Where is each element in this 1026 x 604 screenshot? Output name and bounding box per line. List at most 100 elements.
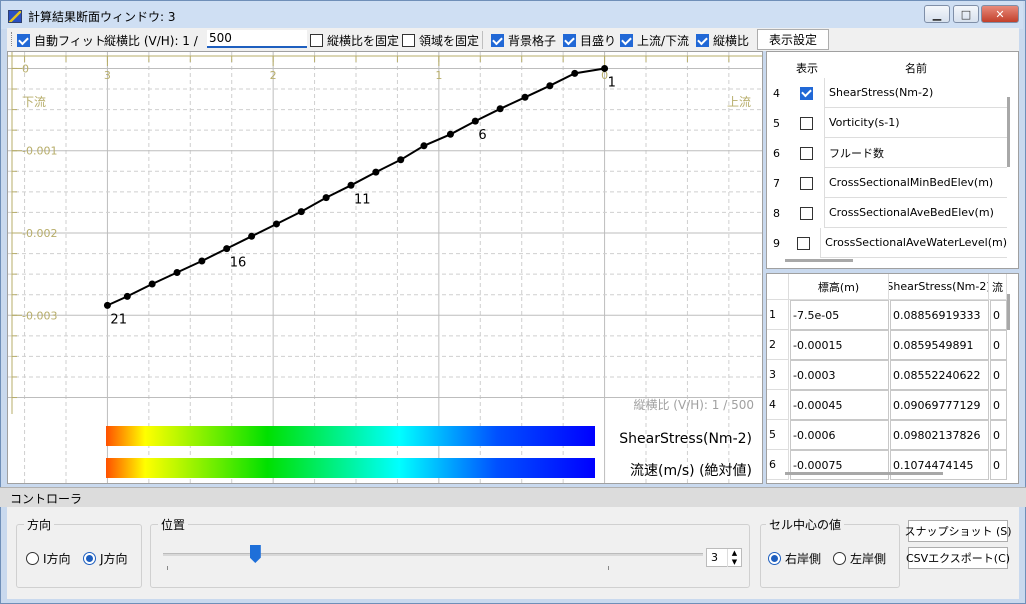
checkbox-icon[interactable] xyxy=(800,146,813,160)
elevation-point[interactable] xyxy=(601,64,609,72)
elevation-point[interactable] xyxy=(223,245,231,253)
cross-section-plot[interactable]: 3 2 1 0 0 -0.001 -0.002 -0.003 下流 上流 縦横比 (V/H):… xyxy=(7,51,763,484)
auto-fit-checkbox[interactable]: 自動フィット xyxy=(17,32,106,49)
bg-grid-checkbox[interactable]: 背景格子 xyxy=(491,32,556,49)
value-elev-cell[interactable]: -0.00015 xyxy=(790,330,889,360)
value-more-cell[interactable]: 0 xyxy=(990,300,1007,330)
checkbox-icon xyxy=(563,34,576,47)
fix-ratio-label: 縦横比を固定 xyxy=(327,34,400,48)
maximize-button[interactable]: □ xyxy=(953,5,979,23)
checkbox-icon[interactable] xyxy=(800,86,813,100)
position-slider-track[interactable] xyxy=(163,553,703,556)
value-shear-cell[interactable]: 0.1074474145 xyxy=(890,450,989,480)
elevation-point[interactable] xyxy=(372,168,380,176)
variable-row[interactable]: 9 CrossSectionalAveWaterLevel(m) xyxy=(767,228,1007,258)
checkbox-icon[interactable] xyxy=(800,116,813,130)
variable-show-cell[interactable] xyxy=(789,108,825,138)
value-elev-cell[interactable]: -0.00045 xyxy=(790,390,889,420)
value-row-index: 5 xyxy=(767,420,789,450)
downstream-label: 下流 xyxy=(22,95,46,109)
variable-name: フルード数 xyxy=(825,138,1007,168)
colorbar-shearstress xyxy=(106,426,595,446)
elevation-point[interactable] xyxy=(148,280,156,288)
scale-checkbox[interactable]: 目盛り xyxy=(563,32,616,49)
variable-show-cell[interactable] xyxy=(788,228,822,258)
controller-header xyxy=(0,487,1026,507)
position-spinbox[interactable]: 3 ▲ ▼ xyxy=(706,548,742,567)
elevation-point[interactable] xyxy=(571,69,579,77)
close-button[interactable]: ✕ xyxy=(981,5,1019,23)
updown-checkbox[interactable]: 上流/下流 xyxy=(620,32,689,49)
csv-export-button[interactable]: CSVエクスポート(C) xyxy=(906,547,1010,569)
variable-row-index: 9 xyxy=(773,236,780,250)
variable-show-cell[interactable] xyxy=(789,78,825,108)
elevation-point[interactable] xyxy=(420,142,428,150)
variable-row[interactable]: 6 フルード数 xyxy=(767,138,1007,168)
bg-grid-label: 背景格子 xyxy=(508,34,557,48)
fix-region-checkbox[interactable]: 領域を固定 xyxy=(402,32,479,49)
checkbox-icon[interactable] xyxy=(800,206,813,220)
value-shear-cell[interactable]: 0.0859549891 xyxy=(890,330,989,360)
value-shear-cell[interactable]: 0.09802137826 xyxy=(890,420,989,450)
left-bank-radio[interactable]: 左岸側 xyxy=(833,550,886,567)
i-direction-radio[interactable]: I方向 xyxy=(26,550,71,567)
elevation-point[interactable] xyxy=(248,232,256,240)
j-direction-radio[interactable]: J方向 xyxy=(83,550,128,567)
variable-row[interactable]: 8 CrossSectionalAveBedElev(m) xyxy=(767,198,1007,228)
value-shear-cell[interactable]: 0.09069777129 xyxy=(890,390,989,420)
value-more-cell[interactable]: 0 xyxy=(990,330,1007,360)
value-elev-cell[interactable]: -0.0006 xyxy=(790,420,889,450)
checkbox-icon[interactable] xyxy=(800,176,813,190)
value-elev-cell[interactable]: -7.5e-05 xyxy=(790,300,889,330)
value-more-cell[interactable]: 0 xyxy=(990,360,1007,390)
fix-ratio-checkbox[interactable]: 縦横比を固定 xyxy=(310,32,399,49)
cell-value-label: セル中心の値 xyxy=(766,516,845,533)
controller-title: コントローラ xyxy=(10,492,83,506)
value-table-vscroll[interactable] xyxy=(1007,294,1010,330)
value-table-hscroll[interactable] xyxy=(785,472,943,475)
variable-row[interactable]: 4 ShearStress(Nm-2) xyxy=(767,78,1007,108)
toolbar: 自動フィット 縦横比 (V/H): 1 / 縦横比を固定 領域を固定 背景格子 … xyxy=(7,28,1019,51)
variable-row[interactable]: 5 Vorticity(s-1) xyxy=(767,108,1007,138)
right-bank-radio[interactable]: 右岸側 xyxy=(768,550,821,567)
elevation-point[interactable] xyxy=(347,181,355,189)
ratio-input[interactable] xyxy=(207,30,307,48)
value-shear-cell[interactable]: 0.08856919333 xyxy=(890,300,989,330)
elevation-point[interactable] xyxy=(103,301,111,309)
elevation-point[interactable] xyxy=(546,82,554,90)
variable-show-cell[interactable] xyxy=(789,198,825,228)
value-shear-cell[interactable]: 0.08552240622 xyxy=(890,360,989,390)
aspect-checkbox[interactable]: 縦横比 xyxy=(696,32,749,49)
elevation-point[interactable] xyxy=(173,268,181,276)
spin-up-icon[interactable]: ▲ xyxy=(727,549,741,558)
variable-list-hscroll[interactable] xyxy=(785,259,853,262)
elevation-point[interactable] xyxy=(322,194,330,202)
display-settings-button[interactable]: 表示設定 xyxy=(757,29,829,50)
elevation-point[interactable] xyxy=(471,117,479,125)
variable-list-vscroll[interactable] xyxy=(1007,97,1010,167)
elevation-point[interactable] xyxy=(521,93,529,101)
elevation-point[interactable] xyxy=(123,292,131,300)
minimize-button[interactable]: ▁ xyxy=(924,5,950,23)
position-label: 位置 xyxy=(158,516,189,533)
elevation-point[interactable] xyxy=(446,130,454,138)
position-slider-thumb[interactable] xyxy=(249,545,261,563)
app-icon xyxy=(8,10,22,23)
elevation-point[interactable] xyxy=(397,156,405,164)
value-more-cell[interactable]: 0 xyxy=(990,420,1007,450)
elevation-point[interactable] xyxy=(297,208,305,216)
variable-show-cell[interactable] xyxy=(789,138,825,168)
value-elev-cell[interactable]: -0.0003 xyxy=(790,360,889,390)
variable-row[interactable]: 7 CrossSectionalMinBedElev(m) xyxy=(767,168,1007,198)
spin-down-icon[interactable]: ▼ xyxy=(727,558,741,567)
elevation-point[interactable] xyxy=(198,257,206,265)
checkbox-icon[interactable] xyxy=(797,236,811,250)
value-elev-cell[interactable]: -0.00075 xyxy=(790,450,889,480)
variable-show-cell[interactable] xyxy=(789,168,825,198)
elevation-point[interactable] xyxy=(496,105,504,113)
elevation-point[interactable] xyxy=(272,220,280,228)
value-more-cell[interactable]: 0 xyxy=(990,450,1007,480)
snapshot-button[interactable]: スナップショット (S) xyxy=(904,520,1012,542)
value-more-cell[interactable]: 0 xyxy=(990,390,1007,420)
value-table: 標高(m) ShearStress(Nm-2) 流 1 -7.5e-05 0.088… xyxy=(766,273,1019,484)
